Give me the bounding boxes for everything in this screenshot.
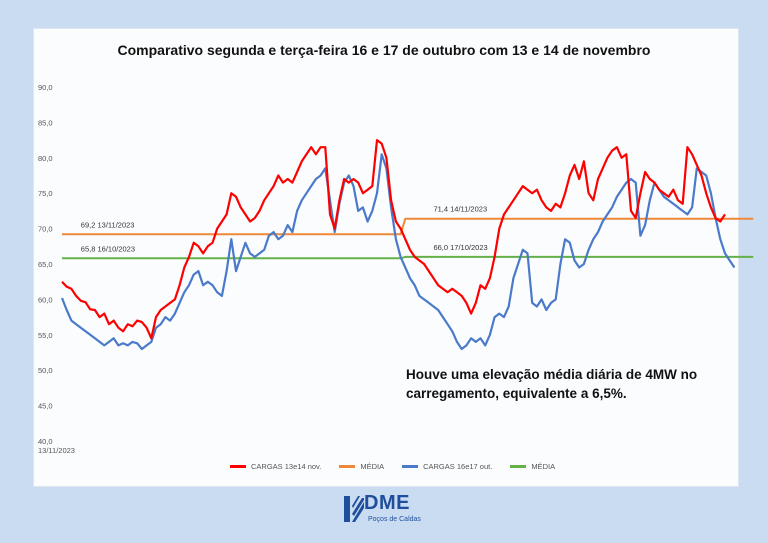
logo-name: DME	[364, 492, 410, 514]
legend-swatch	[230, 465, 246, 468]
y-tick-label: 60,0	[38, 295, 53, 304]
dme-logo: DME Poços de Caldas	[344, 492, 454, 534]
series-line-0	[61, 139, 726, 340]
y-tick-label: 90,0	[38, 83, 53, 92]
legend-item-green: MÉDIA	[510, 462, 555, 471]
series-line-1	[62, 217, 754, 236]
legend-label: CARGAS 13e14 nov.	[251, 462, 322, 471]
y-tick-label: 65,0	[38, 260, 53, 269]
y-tick-label: 40,0	[38, 437, 53, 446]
logo-subtitle: Poços de Caldas	[368, 516, 421, 523]
chart-annotations: 69,2 13/11/2023 65,8 16/10/2023 71,4 14/11…	[81, 205, 488, 254]
summary-note: Houve uma elevação média diária de 4MW n…	[406, 367, 698, 401]
series-line-3	[62, 255, 754, 260]
annotation-label: 65,8 16/10/2023	[81, 244, 135, 253]
y-tick-label: 80,0	[38, 154, 53, 163]
legend-item-red: CARGAS 13e14 nov.	[230, 462, 321, 471]
y-tick-label: 70,0	[38, 225, 53, 234]
y-tick-label: 45,0	[38, 402, 53, 411]
chart-series	[60, 139, 754, 351]
legend-label: CARGAS 16e17 out.	[423, 462, 493, 471]
y-axis: 90,0 85,0 80,0 75,0 70,0 65,0 60,0 55,0 50,0 45,0…	[38, 83, 75, 455]
y-tick-label: 85,0	[38, 118, 53, 127]
x-tick-label: 13/11/2023	[38, 446, 75, 455]
legend-swatch	[510, 465, 527, 468]
legend-item-orange: MÉDIA	[339, 462, 384, 471]
chart-legend: CARGAS 13e14 nov. MÉDIA CARGAS 16e17 out…	[230, 462, 573, 471]
y-tick-label: 75,0	[38, 189, 53, 198]
legend-label: MÉDIA	[531, 462, 556, 471]
y-tick-label: 55,0	[38, 331, 53, 340]
legend-label: MÉDIA	[360, 462, 385, 471]
y-tick-label: 50,0	[38, 366, 53, 375]
legend-swatch	[402, 465, 419, 468]
series-line-2	[60, 153, 736, 351]
annotation-label: 71,4 14/11/2023	[433, 205, 487, 214]
chart-title: Comparativo segunda e terça-feira 16 e 1…	[117, 42, 651, 58]
legend-swatch	[339, 465, 356, 468]
annotation-label: 69,2 13/11/2023	[81, 220, 135, 229]
annotation-label: 66,0 17/10/2023	[433, 243, 487, 252]
dme-logo-icon	[344, 496, 364, 522]
legend-item-blue: CARGAS 16e17 out.	[402, 462, 492, 471]
